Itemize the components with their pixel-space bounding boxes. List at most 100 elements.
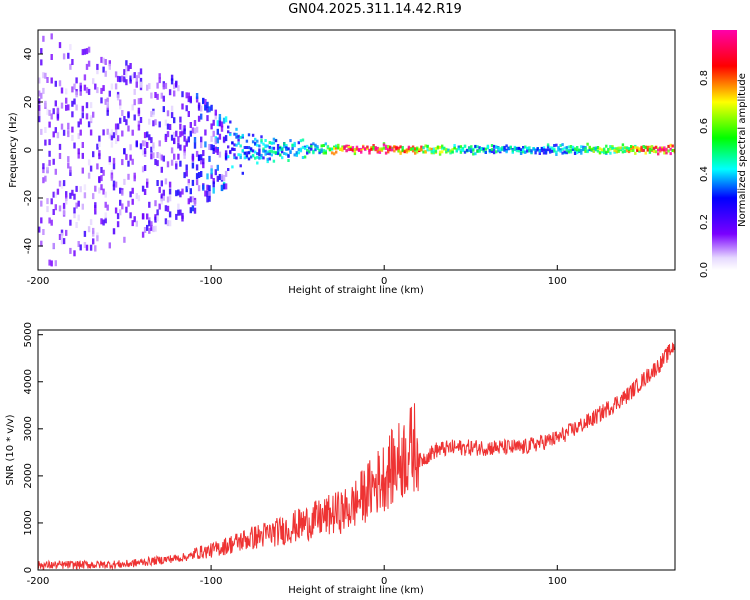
heatmap-cell (455, 149, 458, 153)
heatmap-cell (38, 116, 41, 123)
heatmap-cell (92, 151, 95, 158)
heatmap-cell (73, 250, 76, 257)
heatmap-cell (69, 63, 72, 70)
heatmap-cell (576, 149, 579, 153)
heatmap-cell (441, 146, 444, 150)
heatmap-cell (156, 93, 159, 100)
heatmap-cell (181, 103, 184, 110)
heatmap-cell (468, 146, 471, 150)
heatmap-cell (260, 140, 263, 144)
heatmap-cell (592, 146, 595, 150)
heatmap-cell (368, 151, 371, 155)
heatmap-cell (125, 71, 128, 78)
heatmap-cell (168, 124, 172, 130)
heatmap-cell (185, 170, 188, 177)
heatmap-cell (401, 148, 404, 152)
heatmap-cell (627, 147, 631, 150)
heatmap-cell (492, 148, 496, 152)
heatmap-cell (229, 151, 232, 155)
heatmap-cell (603, 149, 606, 153)
heatmap-cell (185, 140, 188, 147)
heatmap-cell (654, 145, 658, 149)
heatmap-cell (42, 229, 45, 235)
heatmap-cell (121, 159, 124, 166)
heatmap-cell (337, 146, 340, 150)
heatmap-cell (170, 112, 174, 119)
heatmap-cell (129, 75, 132, 82)
heatmap-cell (152, 110, 155, 117)
heatmap-cell (208, 189, 211, 196)
heatmap-cell (87, 60, 91, 67)
heatmap-cell (216, 128, 219, 135)
heatmap-cell (457, 147, 460, 151)
heatmap-cell (166, 110, 170, 117)
colorbar-tick-label: 0.4 (699, 166, 710, 182)
heatmap-cell (262, 142, 265, 146)
heatmap-cell (181, 125, 184, 132)
heatmap-cell (266, 150, 269, 154)
heatmap-cell (177, 153, 180, 160)
heatmap-cell (44, 72, 47, 79)
heatmap-cell (613, 149, 616, 152)
heatmap-cell (98, 150, 101, 157)
heatmap-cell (148, 134, 151, 141)
heatmap-cell (202, 162, 205, 169)
heatmap-cell (94, 245, 97, 252)
heatmap-cell (162, 83, 165, 90)
heatmap-cell (224, 170, 228, 177)
heatmap-cell (164, 218, 168, 225)
heatmap-cell (146, 142, 149, 148)
heatmap-cell (382, 146, 386, 150)
heatmap-cell (511, 149, 514, 153)
heatmap-cell (642, 145, 645, 148)
heatmap-cell (110, 141, 114, 148)
heatmap-cell (175, 190, 178, 197)
heatmap-cell (106, 204, 109, 211)
heatmap-cell (139, 77, 143, 84)
heatmap-cell (189, 207, 192, 214)
heatmap-cell (133, 172, 136, 179)
heatmap-cell (310, 147, 313, 151)
heatmap-cell (197, 155, 201, 162)
heatmap-cell (69, 170, 72, 176)
heatmap-cell (364, 147, 367, 151)
heatmap-cell (73, 193, 76, 200)
heatmap-cell (505, 144, 508, 148)
heatmap-cell (89, 219, 93, 226)
heatmap-cell (646, 145, 649, 149)
heatmap-cell (229, 120, 232, 124)
heatmap-cell (40, 128, 43, 135)
heatmap-cell (389, 147, 392, 151)
heatmap-cell (505, 148, 508, 152)
heatmap-cell (187, 92, 190, 99)
heatmap-cell (52, 108, 55, 115)
heatmap-cell (114, 83, 118, 90)
heatmap-cell (114, 123, 118, 130)
heatmap-cell (227, 145, 230, 149)
heatmap-cell (208, 106, 211, 113)
heatmap-cell (71, 111, 74, 118)
heatmap-cell (453, 144, 456, 147)
heatmap-cell (150, 92, 153, 99)
heatmap-cell (50, 113, 53, 120)
heatmap-cell (104, 191, 107, 198)
heatmap-cell (65, 88, 68, 95)
heatmap-cell (121, 110, 124, 116)
heatmap-x-tick-label: -100 (200, 276, 223, 287)
heatmap-cell (148, 227, 151, 234)
heatmap-cell (528, 149, 531, 153)
heatmap-cell (582, 148, 585, 152)
heatmap-cell (474, 144, 477, 148)
heatmap-cell (281, 147, 284, 151)
heatmap-cell (60, 102, 64, 109)
heatmap-cell (81, 49, 84, 56)
heatmap-cell (121, 203, 124, 210)
heatmap-cell (110, 83, 114, 90)
heatmap-cell (636, 148, 639, 152)
heatmap-cell (83, 84, 87, 91)
heatmap-cell (644, 151, 647, 155)
heatmap-cell (73, 83, 76, 90)
heatmap-cell (119, 199, 122, 206)
heatmap-cell (65, 191, 68, 198)
heatmap-cell (395, 145, 398, 149)
